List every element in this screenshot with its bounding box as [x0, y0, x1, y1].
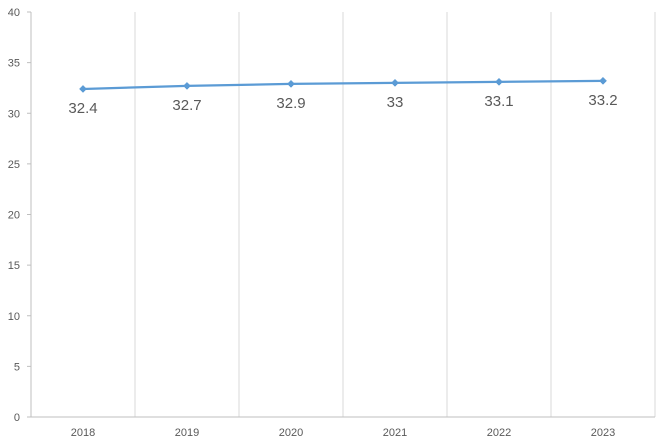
data-point-marker [79, 84, 87, 93]
y-tick-label: 20 [8, 210, 20, 222]
data-point-marker [599, 76, 607, 85]
data-label: 32.4 [68, 100, 97, 117]
series-line [81, 79, 605, 91]
series-layer [79, 76, 607, 93]
y-tick-label: 40 [8, 7, 20, 19]
data-point-marker [287, 79, 295, 88]
data-label: 32.7 [172, 97, 201, 114]
y-tick-label: 35 [8, 58, 20, 70]
y-tick-label: 15 [8, 260, 20, 272]
axis-layer: 0 5 10 15 20 25 30 35 40 2018 2019 2020 2021 2022 2023 [8, 7, 655, 439]
y-tick-label: 0 [14, 412, 20, 424]
x-tick-label: 2022 [487, 427, 511, 439]
x-tick-label: 2018 [71, 427, 95, 439]
y-tick-label: 10 [8, 311, 20, 323]
label-layer: 32.4 32.7 32.9 33 33.1 33.2 [68, 92, 617, 117]
data-label: 33.1 [484, 93, 513, 110]
grid-layer [134, 12, 656, 417]
y-tick-label: 5 [14, 361, 20, 373]
data-point-marker [391, 78, 399, 87]
y-tick-label: 25 [8, 159, 20, 171]
y-tick-label: 30 [8, 108, 20, 120]
x-tick-label: 2019 [175, 427, 199, 439]
x-tick-label: 2023 [591, 427, 615, 439]
x-tick-label: 2020 [279, 427, 303, 439]
data-label: 33 [387, 94, 404, 111]
data-point-marker [495, 77, 503, 86]
data-label: 32.9 [276, 95, 305, 112]
x-tick-label: 2021 [383, 427, 407, 439]
data-point-marker [183, 81, 191, 90]
data-label: 33.2 [588, 92, 617, 109]
